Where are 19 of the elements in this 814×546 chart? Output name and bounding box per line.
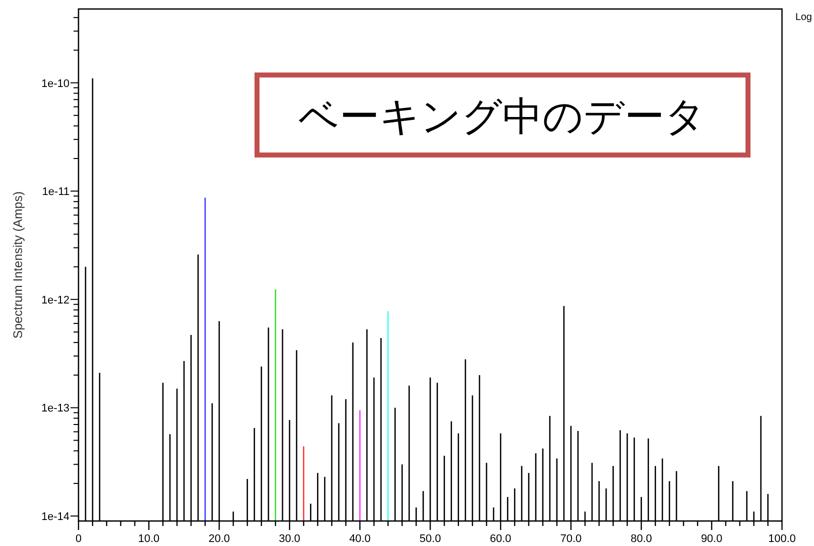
x-tick-label: 20.0 [208,533,230,545]
x-tick-label: 40.0 [349,533,371,545]
y-tick-label: 1e-14 [41,511,70,524]
y-axis-title: Spectrum Intensity (Amps) [11,191,25,339]
x-tick-label: 50.0 [420,533,441,545]
x-tick-label: 80.0 [630,533,652,545]
y-tick-label: 1e-12 [41,294,70,306]
x-tick-label: 10.0 [138,533,160,545]
x-tick-label: 60.0 [490,533,512,545]
x-tick-label: 30.0 [278,533,300,545]
x-tick-label: 0 [75,533,82,545]
x-tick-label: 90.0 [700,533,722,545]
text: Log [795,12,812,23]
x-tick-label: 100.0 [768,533,796,545]
y-tick-label: 1e-10 [41,78,70,90]
x-tick-label: 70.0 [560,533,582,545]
y-tick-label: 1e-13 [41,402,70,415]
annotation: ベーキング中のデータ [298,94,706,140]
y-tick-label: 1e-11 [42,186,70,198]
